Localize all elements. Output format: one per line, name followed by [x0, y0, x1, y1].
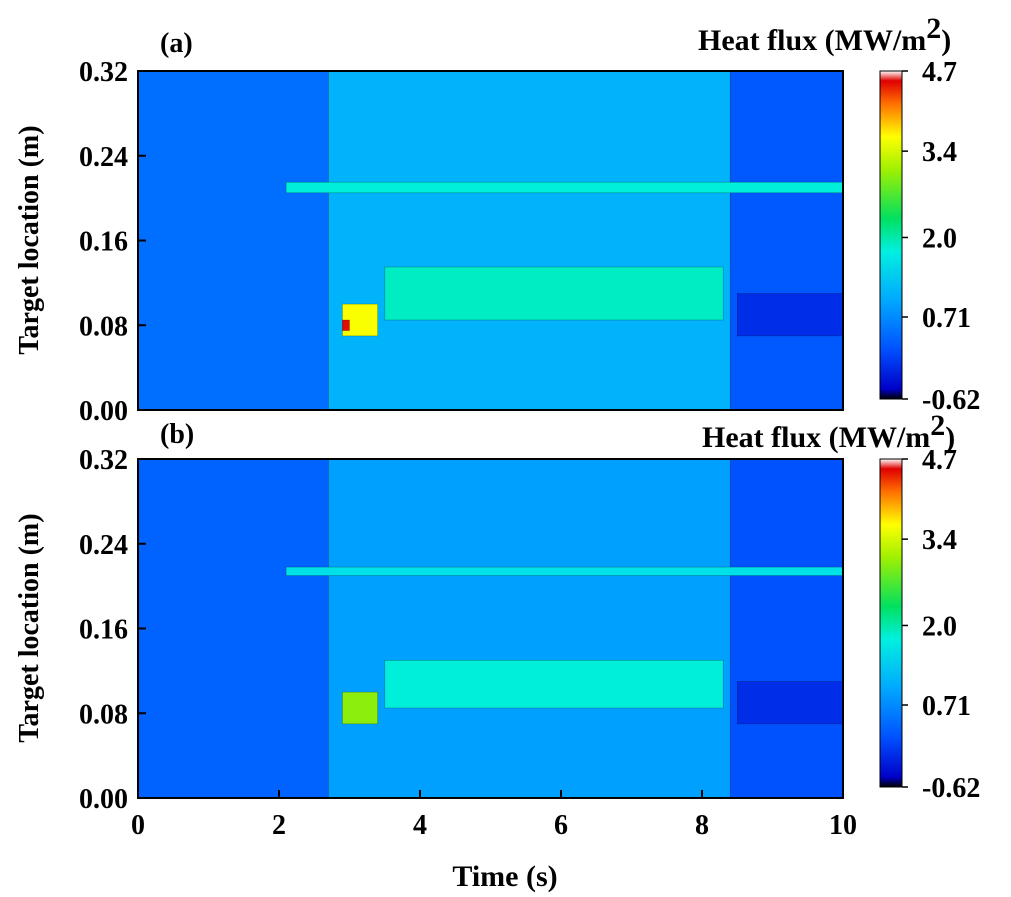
heatmap-region	[285, 566, 844, 576]
heatmap-region	[285, 181, 844, 194]
y-axis: 0.00 0.08 0.16 0.24 0.32	[79, 445, 146, 815]
heatmap-plot	[137, 70, 844, 411]
colorbar-tick-label: -0.62	[922, 773, 980, 804]
colorbar: 4.7 3.4 2.0 0.71 -0.62	[879, 445, 980, 804]
colorbar-gradient	[879, 458, 903, 788]
y-tick-label: 0.16	[79, 615, 128, 646]
colorbar-title: Heat flux (MW/m2)	[702, 409, 955, 454]
panel-label: (a)	[160, 28, 193, 59]
colorbar-title-sup: 2	[930, 409, 945, 442]
colorbar-tick-label: 4.7	[922, 445, 957, 476]
heatmap-region	[328, 458, 731, 799]
heatmap-region	[384, 266, 724, 321]
panel-label: (b)	[160, 419, 194, 450]
colorbar-tick-label: 3.4	[922, 525, 957, 556]
colorbar-tick-label: 0.71	[922, 691, 971, 722]
heatmap-region	[342, 691, 378, 725]
colorbar-tick-label: 3.4	[922, 137, 957, 168]
colorbar: 4.7 3.4 2.0 0.71 -0.62	[879, 57, 980, 416]
heatmap-region	[328, 70, 731, 411]
y-tick-label: 0.08	[79, 311, 128, 342]
colorbar-tick-label: 4.7	[922, 57, 957, 88]
heatmap-plot	[137, 458, 844, 799]
colorbar-tick-label: 0.71	[922, 303, 971, 334]
y-axis-label: Target location (m)	[14, 513, 45, 742]
panel-a: (a) Heat flux (MW/m2) 0.000.080.160.240.…	[14, 12, 980, 427]
y-axis: 0.00 0.08 0.16 0.24 0.32	[79, 57, 146, 427]
colorbar-title: Heat flux (MW/m2)	[698, 12, 951, 57]
heatmap-region	[729, 70, 844, 411]
x-tick-label: 6	[554, 810, 568, 841]
y-tick-label: 0.00	[79, 784, 128, 815]
heatmap-region	[384, 659, 724, 709]
y-tick-label: 0.08	[79, 699, 128, 730]
colorbar-title-close: )	[945, 421, 955, 454]
y-axis-label: Target location (m)	[14, 125, 45, 354]
colorbar-tick-label: 2.0	[922, 611, 957, 642]
colorbar-gradient	[879, 70, 903, 400]
y-tick-label: 0.00	[79, 396, 128, 427]
colorbar-tick-label: -0.62	[922, 385, 980, 416]
colorbar-title-text: Heat flux (MW/m	[698, 24, 926, 57]
y-tick-label: 0.24	[79, 530, 128, 561]
x-tick-label: 8	[695, 810, 709, 841]
colorbar-title-sup: 2	[926, 12, 941, 45]
x-tick-label: 10	[829, 810, 857, 841]
panel-b: (b) Heat flux (MW/m2) 0.000.080.160.240.…	[14, 409, 980, 893]
y-tick-label: 0.16	[79, 227, 128, 258]
colorbar-title-close: )	[941, 24, 951, 57]
colorbar-title-text: Heat flux (MW/m	[702, 421, 930, 454]
x-tick-label: 0	[131, 810, 145, 841]
y-tick-label: 0.24	[79, 142, 128, 173]
heatmap-region	[342, 319, 350, 331]
x-tick-label: 2	[272, 810, 286, 841]
heatmap-region	[729, 458, 844, 799]
heatmap-region	[736, 293, 844, 337]
heatmap-region	[137, 70, 329, 411]
x-axis-label: Time (s)	[452, 860, 557, 893]
x-axis: 0 2 4 6 8 10	[131, 790, 857, 841]
heatmap-region	[736, 681, 844, 725]
x-tick-label: 4	[413, 810, 427, 841]
colorbar-tick-label: 2.0	[922, 223, 957, 254]
y-tick-label: 0.32	[79, 445, 128, 476]
y-tick-label: 0.32	[79, 57, 128, 88]
heatmap-region	[137, 458, 329, 799]
